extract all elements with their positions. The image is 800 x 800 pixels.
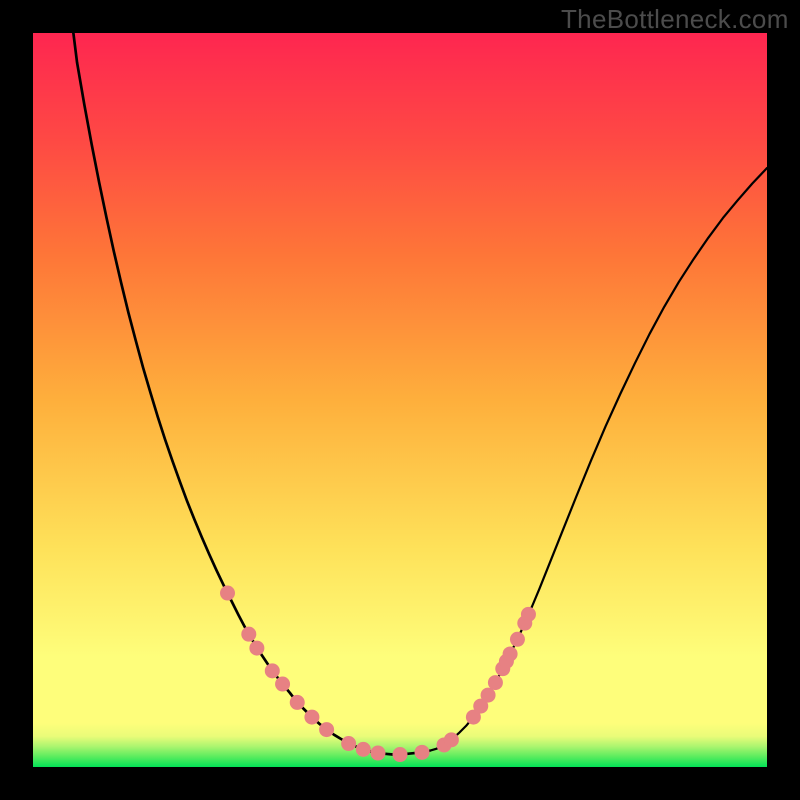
- data-marker: [275, 677, 290, 692]
- data-marker: [415, 745, 430, 760]
- curve-right-branch: [429, 168, 767, 751]
- data-marker: [304, 710, 319, 725]
- data-marker: [220, 586, 235, 601]
- data-marker: [488, 675, 503, 690]
- data-marker: [290, 695, 305, 710]
- data-marker: [503, 646, 518, 661]
- curve-left-branch: [73, 33, 378, 753]
- data-marker: [393, 747, 408, 762]
- data-marker: [341, 736, 356, 751]
- curve-layer: [0, 0, 800, 800]
- data-marker: [444, 732, 459, 747]
- data-marker: [356, 742, 371, 757]
- data-marker: [370, 746, 385, 761]
- data-marker: [481, 688, 496, 703]
- data-marker: [265, 663, 280, 678]
- chart-root: TheBottleneck.com: [0, 0, 800, 800]
- data-marker: [521, 607, 536, 622]
- data-marker: [241, 627, 256, 642]
- data-marker: [510, 632, 525, 647]
- data-marker: [249, 641, 264, 656]
- data-marker: [319, 722, 334, 737]
- watermark-text: TheBottleneck.com: [561, 4, 789, 35]
